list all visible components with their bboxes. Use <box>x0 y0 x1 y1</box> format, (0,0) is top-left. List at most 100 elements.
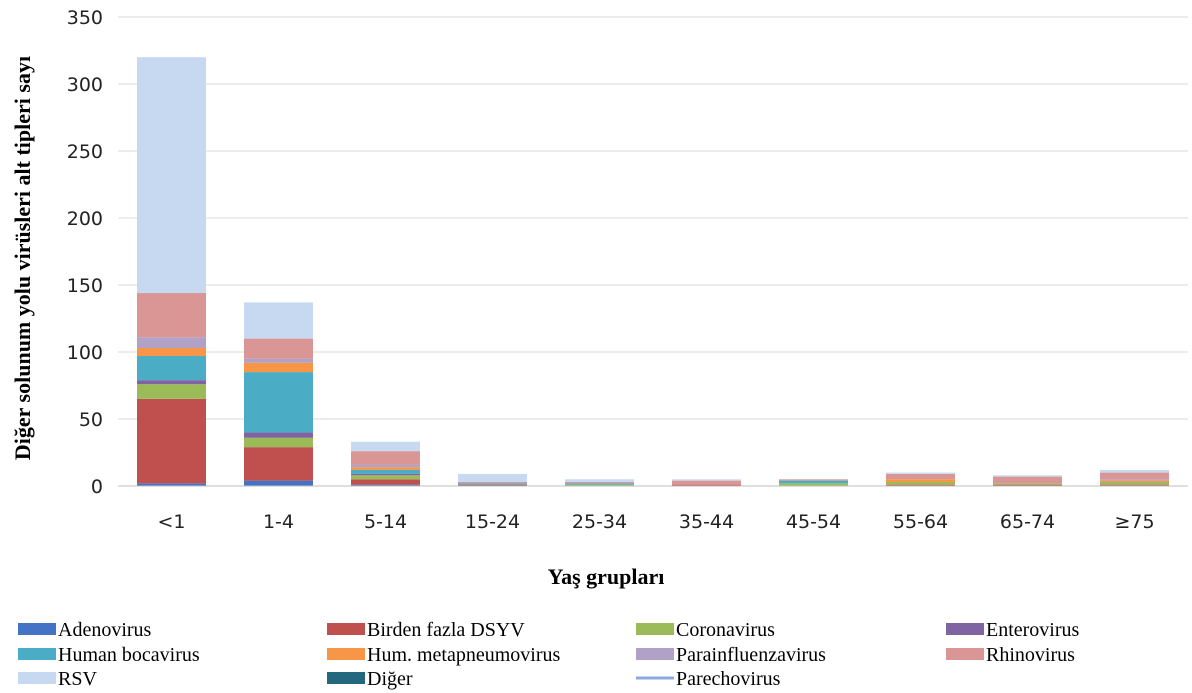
legend-swatch <box>327 672 365 684</box>
legend-item: Hum. metapneumovirus <box>327 644 561 666</box>
legend-item: Diğer <box>327 668 413 690</box>
y-tick-label: 100 <box>67 342 103 364</box>
legend-swatch <box>636 623 674 635</box>
bar-segment <box>244 432 313 438</box>
legend-swatch <box>327 648 365 660</box>
legend-swatch <box>636 648 674 660</box>
x-tick-label: ≥75 <box>1114 511 1154 533</box>
bar-segment <box>1100 481 1169 485</box>
x-tick-label: 15-24 <box>465 511 520 533</box>
bar-segment <box>1100 472 1169 480</box>
bar-segment <box>351 475 420 480</box>
legend-item: Human bocavirus <box>18 644 200 666</box>
x-tick-label: 45-54 <box>786 511 841 533</box>
y-tick-label: 350 <box>67 7 103 29</box>
bar-segment <box>1100 479 1169 481</box>
bar-segment <box>244 358 313 363</box>
legend-swatch <box>18 672 56 684</box>
legend-label: Parechovirus <box>676 668 781 690</box>
bar-segment <box>565 483 634 485</box>
bar-segment <box>244 302 313 339</box>
x-tick-label: 35-44 <box>679 511 734 533</box>
x-tick-label: 5-14 <box>364 511 407 533</box>
bar-segment <box>351 484 420 486</box>
legend-item: Rhinovirus <box>946 644 1075 666</box>
bar-segment <box>244 447 313 481</box>
x-axis-title: Yaş grupları <box>548 564 665 589</box>
legend-label: Hum. metapneumovirus <box>367 644 561 666</box>
legend-swatch <box>327 623 365 635</box>
legend-label: Parainfluenzavirus <box>676 644 826 666</box>
bar-segment <box>565 481 634 484</box>
y-tick-label: 0 <box>91 476 103 498</box>
bar-segment <box>886 479 955 482</box>
bar-segment <box>137 384 206 399</box>
bar-segment <box>779 480 848 484</box>
legend-swatch <box>946 623 984 635</box>
bar-segment <box>137 293 206 338</box>
y-axis-ticks: 0 50 100 150 200 250 300 350 <box>67 7 103 498</box>
y-axis-title: Diğer solunum yolu virüsleri alt tipleri… <box>10 56 35 460</box>
legend-swatch <box>18 623 56 635</box>
bar-segment <box>351 464 420 468</box>
bar-segment <box>672 479 741 481</box>
legend-swatch <box>946 648 984 660</box>
x-tick-label: 25-34 <box>572 511 627 533</box>
bar-segment <box>886 481 955 485</box>
legend-label: Diğer <box>367 668 413 690</box>
bar-segment <box>137 356 206 381</box>
bar-segment <box>244 437 313 448</box>
y-tick-label: 300 <box>67 74 103 96</box>
bar-segment <box>886 484 955 486</box>
y-tick-label: 200 <box>67 208 103 230</box>
legend-label: Human bocavirus <box>58 644 200 666</box>
bar-segment <box>993 483 1062 485</box>
legend-swatch <box>18 648 56 660</box>
y-tick-label: 50 <box>79 409 103 431</box>
bar-segment <box>779 483 848 486</box>
legend-label: Rhinovirus <box>986 644 1075 666</box>
bar-segment <box>886 473 955 480</box>
bar-segment <box>244 362 313 373</box>
legend-label: Birden fazla DSYV <box>367 619 525 641</box>
bar-segment <box>779 479 848 481</box>
legend-item: RSV <box>18 668 97 690</box>
legend-label: Adenovirus <box>58 619 152 641</box>
bar-segment <box>565 484 634 486</box>
bar-segment <box>672 480 741 485</box>
bar-segment <box>351 479 420 485</box>
bar-segment <box>137 347 206 357</box>
x-tick-label: <1 <box>157 511 185 533</box>
legend-label: Enterovirus <box>986 619 1080 641</box>
bar-segment <box>351 441 420 452</box>
bar-segment <box>458 473 527 482</box>
bar-segment <box>137 483 206 486</box>
x-axis-ticks: <1 1-4 5-14 15-24 25-34 35-44 45-54 55-64 65-74 ≥… <box>157 511 1154 533</box>
bars <box>137 57 1169 486</box>
bar-segment <box>458 483 527 485</box>
x-tick-label: 1-4 <box>263 511 294 533</box>
x-tick-label: 55-64 <box>893 511 948 533</box>
legend-label: RSV <box>58 668 97 690</box>
bar-segment <box>137 398 206 484</box>
legend-item: Parainfluenzavirus <box>636 644 826 666</box>
legend-item: Coronavirus <box>636 619 775 641</box>
bar-segment <box>137 57 206 294</box>
bar-segment <box>351 473 420 476</box>
legend: Adenovirus Birden fazla DSYV Coronavirus En… <box>18 619 1080 690</box>
bar-segment <box>351 451 420 465</box>
bar-segment <box>244 338 313 359</box>
bar-segment <box>351 469 420 474</box>
bar-segment <box>1100 469 1169 473</box>
legend-item: Birden fazla DSYV <box>327 619 525 641</box>
legend-item: Enterovirus <box>946 619 1080 641</box>
bar-segment <box>458 484 527 486</box>
bar-segment <box>1100 484 1169 486</box>
bar-segment <box>351 467 420 470</box>
bar-segment <box>244 480 313 486</box>
y-tick-label: 150 <box>67 275 103 297</box>
bar-segment <box>244 372 313 433</box>
bar-segment <box>137 337 206 348</box>
bar-segment <box>886 472 955 474</box>
